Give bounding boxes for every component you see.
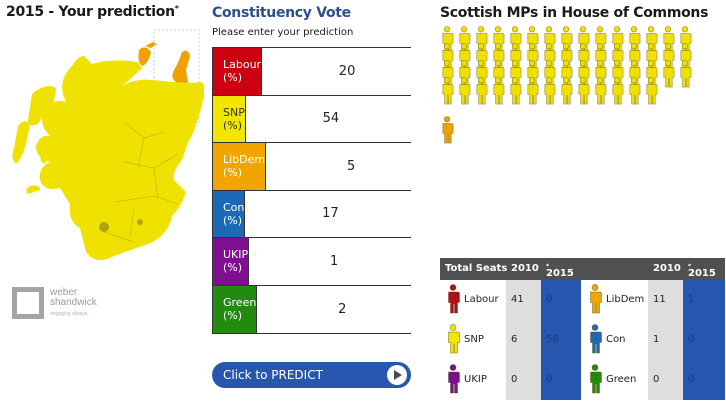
snp-mp-icon [525, 77, 539, 105]
seats-row-ukip: UKIP 0 0 [440, 360, 582, 400]
seats-row-labour: Labour 41 0 [440, 280, 582, 320]
snp-mp-icon [457, 77, 471, 105]
snp-mp-icon [559, 77, 573, 105]
party-name: Green [606, 374, 637, 385]
seats-2015: 0 [546, 294, 553, 305]
header-2010-right: 2010 [653, 263, 681, 274]
seats-2010: 41 [511, 294, 524, 305]
party-label: UKIP (%) [213, 238, 250, 285]
predict-button-label: Click to PREDICT [223, 368, 323, 382]
header-2015-right: 2015 * [688, 263, 716, 279]
seats-2010: 0 [511, 374, 518, 385]
party-label: Con (%) [213, 190, 246, 237]
vote-percentage-input[interactable] [266, 143, 437, 190]
mp-icon-grid [440, 26, 710, 151]
asterisk-mark: * [546, 263, 550, 270]
predict-button[interactable]: Click to PREDICT [212, 362, 411, 388]
seats-row-green: Green 0 0 [582, 360, 724, 400]
vote-percentage-input[interactable] [245, 190, 416, 237]
party-name: LibDem [606, 294, 645, 305]
column-2015-left-bg [541, 280, 581, 400]
vote-row-green: Green (%) [213, 285, 428, 333]
seats-2010: 11 [653, 294, 666, 305]
con-person-icon [588, 323, 602, 355]
ukip-person-icon [446, 363, 460, 395]
snp-mp-icon [440, 77, 454, 105]
prediction-instructions: Please enter your prediction [212, 27, 354, 38]
seats-2015: 1 [688, 294, 695, 305]
vote-row-ukip: UKIP (%) [213, 238, 420, 286]
scotland-map [12, 29, 204, 261]
asterisk-mark: * [174, 4, 179, 13]
party-label: SNP (%) [213, 95, 246, 142]
green-person-icon [588, 363, 602, 395]
vote-percentage-input[interactable] [262, 48, 433, 95]
seats-row-con: Con 1 0 [582, 320, 724, 360]
vote-percentage-input[interactable] [257, 285, 428, 333]
logo-square-icon [12, 287, 44, 319]
logo-line1: weber [50, 287, 78, 298]
snp-mp-icon [474, 77, 488, 105]
snp-mp-icon [610, 77, 624, 105]
party-name: Con [606, 334, 626, 345]
party-name: Labour [464, 294, 499, 305]
snp-mp-icon [576, 77, 590, 105]
labour-person-icon [446, 283, 460, 315]
seats-row-snp: SNP 6 58 [440, 320, 582, 360]
header-2010-left: 2010 [511, 263, 539, 274]
header-total-seats: Total Seats [445, 263, 508, 274]
snp-mp-icon [508, 77, 522, 105]
seats-2010: 1 [653, 334, 660, 345]
libdem-person-icon [588, 283, 602, 315]
seats-table-body: Labour 41 0 SNP 6 58 UKIP 0 0 LibDem 11 … [440, 280, 725, 400]
seats-2010: 0 [653, 374, 660, 385]
seats-2015: 0 [688, 334, 695, 345]
vote-row-con: Con (%) [213, 190, 416, 238]
prediction-title: 2015 - Your prediction* [6, 4, 179, 20]
header-2015-right-text: 2015 [688, 268, 716, 279]
asterisk-mark: * [688, 263, 692, 270]
snp-mp-icon [593, 77, 607, 105]
snp-mp-icon [661, 60, 675, 88]
snp-mp-icon [542, 77, 556, 105]
seats-2010: 6 [511, 334, 518, 345]
column-2015-right-bg [683, 280, 725, 400]
snp-mp-icon [491, 77, 505, 105]
seats-2015: 58 [546, 334, 559, 345]
party-name: UKIP [464, 374, 487, 385]
logo-wordmark: weber shandwick [50, 288, 97, 308]
seats-table-header: Total Seats 2010 2015 * 2010 2015 * [440, 258, 725, 280]
party-name: SNP [464, 334, 484, 345]
party-label: Labour (%) [213, 48, 263, 95]
column-2010-left-bg [506, 280, 541, 400]
party-label: LibDem (%) [213, 143, 267, 190]
seats-2015: 0 [688, 374, 695, 385]
play-icon [387, 365, 407, 385]
vote-row-labour: Labour (%) [213, 48, 433, 96]
libdem-mp-icon [440, 116, 454, 144]
snp-mp-icon [678, 60, 692, 88]
snp-mp-icon [644, 77, 658, 105]
seats-row-libdem: LibDem 11 1 [582, 280, 724, 320]
seats-2015: 0 [546, 374, 553, 385]
mps-title: Scottish MPs in House of Commons [440, 5, 709, 21]
header-2015-left: 2015 * [546, 263, 574, 279]
party-label: Green (%) [213, 285, 258, 333]
vote-row-libdem: LibDem (%) [213, 143, 437, 191]
vote-percentage-input[interactable] [249, 238, 420, 285]
weber-shandwick-logo: weber shandwick engaging always. [12, 287, 132, 327]
logo-tagline: engaging always. [50, 311, 89, 317]
vote-prediction-table: Labour (%) SNP (%) LibDem (%) Con (%) UK… [212, 47, 437, 334]
column-2010-right-bg [648, 280, 683, 400]
snp-mp-icon [627, 77, 641, 105]
vote-percentage-input[interactable] [245, 95, 416, 142]
snp-person-icon [446, 323, 460, 355]
total-seats-table: Total Seats 2010 2015 * 2010 2015 * Labour… [440, 258, 725, 400]
logo-line2: shandwick [50, 297, 97, 308]
vote-row-snp: SNP (%) [213, 95, 416, 143]
header-2015-left-text: 2015 [546, 268, 574, 279]
prediction-title-text: 2015 - Your prediction [6, 4, 175, 20]
constituency-vote-title: Constituency Vote [212, 5, 351, 21]
